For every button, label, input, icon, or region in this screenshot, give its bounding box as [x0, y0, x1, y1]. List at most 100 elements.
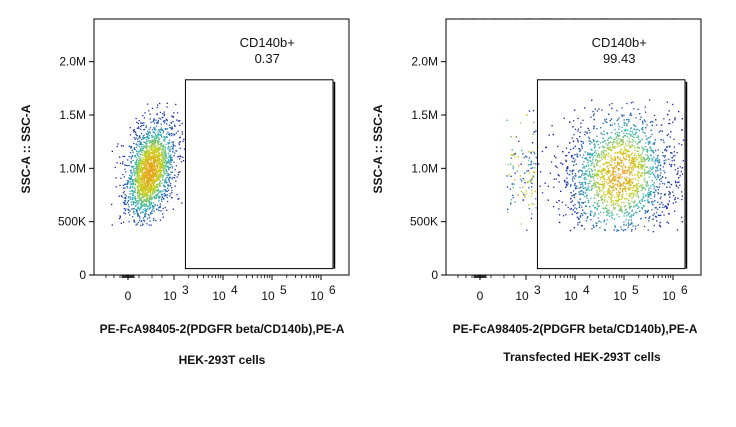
scatter-point — [531, 150, 533, 153]
scatter-point — [611, 199, 614, 202]
scatter-point — [156, 106, 158, 109]
scatter-point — [130, 178, 132, 181]
scatter-point — [142, 211, 144, 213]
scatter-point — [600, 170, 602, 173]
scatter-point — [650, 201, 653, 203]
scatter-point — [136, 179, 138, 181]
scatter-point — [150, 194, 152, 196]
scatter-point — [132, 155, 134, 157]
scatter-point — [626, 150, 628, 153]
scatter-point — [143, 129, 145, 131]
scatter-point — [153, 192, 155, 194]
scatter-point — [618, 177, 620, 180]
scatter-point — [151, 206, 153, 208]
scatter-point — [166, 170, 168, 172]
scatter-point — [137, 195, 139, 197]
scatter-point — [153, 151, 155, 153]
scatter-point — [165, 181, 167, 183]
scatter-point — [570, 201, 572, 203]
scatter-point — [581, 190, 583, 192]
scatter-point — [162, 146, 164, 148]
scatter-point — [664, 193, 666, 195]
scatter-point — [143, 195, 146, 197]
scatter-point — [140, 197, 142, 199]
scatter-point — [645, 150, 648, 152]
scatter-point — [123, 191, 125, 193]
scatter-point — [159, 182, 161, 185]
scatter-point — [650, 129, 652, 131]
scatter-point — [602, 169, 604, 171]
scatter-point — [138, 198, 141, 200]
scatter-point — [149, 176, 151, 178]
scatter-point — [612, 143, 614, 146]
scatter-point — [528, 172, 530, 174]
scatter-point — [596, 208, 598, 211]
scatter-point — [630, 205, 632, 208]
scatter-point — [609, 147, 611, 149]
scatter-point — [183, 138, 185, 140]
scatter-point — [145, 163, 147, 165]
scatter-point — [603, 170, 605, 172]
scatter-point — [633, 205, 635, 207]
scatter-point — [585, 189, 587, 192]
scatter-point — [653, 114, 656, 117]
scatter-point — [628, 137, 630, 140]
scatter-point — [579, 215, 582, 217]
scatter-point — [123, 155, 126, 158]
scatter-point — [163, 197, 165, 200]
scatter-point — [628, 159, 631, 161]
scatter-point — [150, 140, 152, 142]
scatter-point — [652, 167, 654, 169]
scatter-point — [578, 201, 580, 204]
scatter-point — [618, 196, 620, 198]
scatter-point — [133, 210, 135, 212]
scatter-point — [519, 187, 521, 189]
scatter-point — [137, 207, 139, 209]
scatter-point — [611, 160, 613, 162]
scatter-point — [584, 205, 587, 207]
scatter-point — [168, 146, 170, 148]
scatter-point — [671, 152, 673, 154]
scatter-point — [681, 173, 684, 175]
scatter-point — [644, 217, 647, 219]
scatter-point — [644, 169, 646, 171]
scatter-point — [535, 198, 537, 200]
scatter-point — [170, 154, 172, 156]
scatter-point — [637, 150, 639, 153]
scatter-point — [592, 185, 594, 187]
scatter-point — [150, 193, 152, 195]
scatter-point — [644, 148, 646, 151]
scatter-point — [630, 133, 632, 135]
scatter-point — [591, 175, 594, 177]
scatter-point — [507, 164, 509, 166]
scatter-point — [147, 137, 150, 139]
scatter-point — [149, 191, 151, 194]
x-tick-exponent: 3 — [534, 283, 541, 297]
scatter-point — [153, 181, 155, 183]
scatter-point — [132, 151, 134, 153]
scatter-point — [165, 158, 167, 160]
scatter-point — [528, 151, 530, 153]
scatter-point — [602, 167, 604, 170]
scatter-point — [159, 205, 161, 207]
scatter-point — [613, 156, 616, 158]
scatter-point — [654, 194, 656, 196]
scatter-point — [154, 132, 156, 134]
scatter-point — [158, 178, 160, 180]
scatter-point — [630, 184, 632, 187]
scatter-point — [652, 151, 654, 153]
scatter-point — [143, 117, 146, 119]
scatter-point — [147, 207, 149, 210]
scatter-point — [153, 122, 156, 124]
scatter-point — [620, 143, 622, 146]
scatter-point — [162, 148, 164, 150]
scatter-point — [147, 173, 149, 175]
scatter-point — [617, 123, 620, 125]
scatter-point — [603, 191, 605, 193]
scatter-point — [664, 148, 667, 150]
scatter-point — [567, 183, 569, 185]
scatter-point — [146, 205, 148, 207]
scatter-point — [624, 122, 626, 124]
scatter-point — [132, 180, 134, 182]
scatter-point — [177, 198, 179, 200]
